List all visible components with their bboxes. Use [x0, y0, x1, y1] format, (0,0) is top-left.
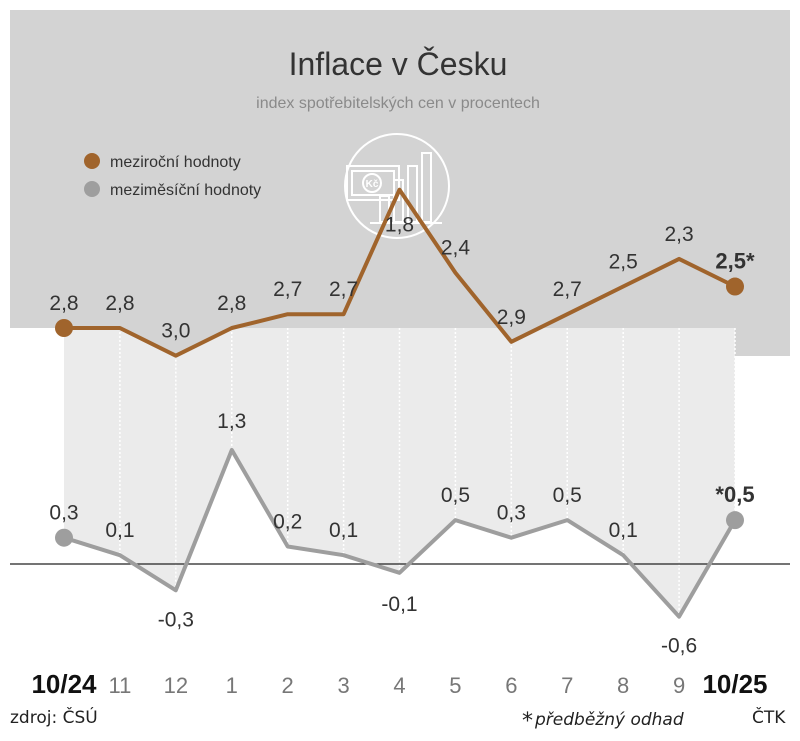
- monthly-data-label: 0,2: [273, 510, 302, 533]
- x-tick-label: 5: [449, 673, 461, 698]
- monthly-data-label: 0,5: [441, 484, 470, 507]
- x-tick-label: 7: [561, 673, 573, 698]
- annual-data-label: 3,0: [161, 320, 190, 343]
- annual-data-label: 2,9: [497, 306, 526, 329]
- annual-data-label: 2,8: [217, 292, 246, 315]
- monthly-data-label: 0,1: [105, 519, 134, 542]
- annual-series-line: [64, 187, 736, 358]
- chart-subtitle: index spotřebitelských cen v procentech: [256, 95, 540, 112]
- annual-data-label: 2,7: [273, 278, 302, 301]
- monthly-data-label: 0,3: [49, 502, 78, 525]
- estimate-note-star: *: [522, 709, 533, 734]
- legend-label-annual: meziroční hodnoty: [110, 154, 241, 171]
- annual-data-label: 2,8: [105, 292, 134, 315]
- monthly-data-label: -0,3: [158, 608, 194, 631]
- x-tick-label: 3: [337, 673, 349, 698]
- legend-label-monthly: meziměsíční hodnoty: [110, 182, 261, 199]
- monthly-data-label: -0,1: [381, 593, 417, 616]
- annual-data-label: 2,4: [441, 237, 471, 260]
- vertical-gridlines: [119, 328, 736, 657]
- x-tick-label: 6: [505, 673, 517, 698]
- annual-data-label: 2,5: [609, 251, 638, 274]
- monthly-series-line: [63, 448, 737, 619]
- estimate-note-text: předběžný odhad: [535, 710, 684, 730]
- monthly-data-label: -0,6: [661, 635, 697, 658]
- chart-title: Inflace v Česku: [289, 46, 508, 82]
- series-end-marker: [726, 277, 744, 296]
- x-tick-label: 10/25: [702, 669, 767, 699]
- source-label: zdroj: ČSÚ: [10, 708, 98, 728]
- monthly-data-label: 1,3: [217, 410, 246, 433]
- series-end-marker: [726, 511, 744, 530]
- annual-data-label: 2,8: [49, 292, 78, 315]
- monthly-data-label: *0,5: [715, 482, 754, 507]
- monthly-data-label: 0,1: [329, 519, 358, 542]
- x-tick-label: 10/24: [31, 669, 97, 699]
- annual-data-label: 1,8: [385, 214, 414, 237]
- x-tick-label: 9: [673, 673, 685, 698]
- x-tick-label: 1: [226, 673, 238, 698]
- series-end-marker: [55, 528, 73, 547]
- svg-text:Kč: Kč: [366, 179, 379, 190]
- x-tick-label: 12: [164, 673, 188, 698]
- annual-data-label: 2,5*: [715, 249, 755, 274]
- series-end-marker: [55, 319, 73, 337]
- x-tick-label: 11: [108, 673, 131, 698]
- legend-marker-annual: [84, 153, 100, 169]
- agency-label: ČTK: [752, 708, 786, 728]
- estimate-note: * předběžný odhad: [522, 706, 684, 734]
- monthly-data-label: 0,1: [609, 519, 638, 542]
- annual-data-label: 2,7: [553, 278, 582, 301]
- legend: meziroční hodnoty meziměsíční hodnoty: [84, 153, 261, 199]
- monthly-data-label: 0,3: [497, 502, 526, 525]
- header-background-right: [735, 328, 790, 356]
- annual-data-label: 2,7: [329, 278, 358, 301]
- monthly-data-label: 0,5: [553, 484, 582, 507]
- legend-marker-monthly: [84, 181, 100, 197]
- x-tick-label: 4: [393, 673, 405, 698]
- x-tick-label: 8: [617, 673, 629, 698]
- x-tick-label: 2: [282, 673, 294, 698]
- upper-line-area-cover: [64, 189, 735, 356]
- annual-data-label: 2,3: [664, 223, 693, 246]
